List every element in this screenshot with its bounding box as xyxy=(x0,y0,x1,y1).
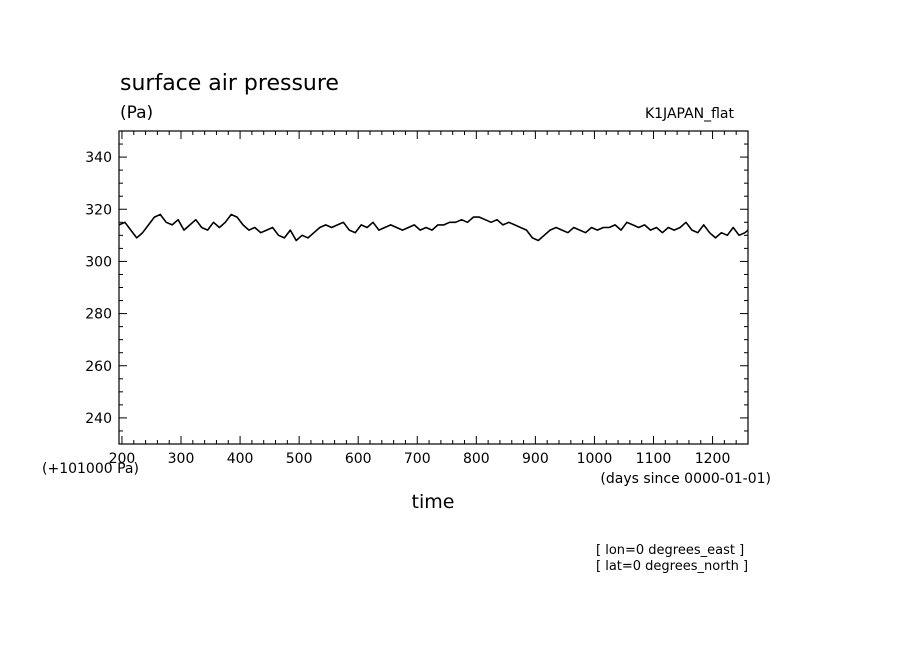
x-tick-label: 700 xyxy=(404,451,431,467)
x-tick-label: 400 xyxy=(227,451,254,467)
plot-frame xyxy=(118,130,749,445)
coordinate-note-lon: [ lon=0 degrees_east ] xyxy=(596,543,744,558)
x-tick-label: 200 xyxy=(109,451,136,467)
series-line xyxy=(118,213,749,242)
y-tick-label: 340 xyxy=(85,150,112,166)
axis-ticks: 200 300 400 500 600 700 800 900 1000 1100 1200 240 2… xyxy=(85,130,749,467)
x-tick-label: 1200 xyxy=(695,451,731,467)
x-tick-label: 900 xyxy=(522,451,549,467)
x-tick-label: 300 xyxy=(168,451,195,467)
x-tick-label: 600 xyxy=(345,451,372,467)
y-offset-label: (+101000 Pa) xyxy=(42,461,139,477)
x-tick-label: 1100 xyxy=(636,451,672,467)
x-tick-label: 800 xyxy=(463,451,490,467)
x-units-label: (days since 0000-01-01) xyxy=(600,471,771,487)
x-axis-title: time xyxy=(412,491,455,513)
coordinate-note-lat: [ lat=0 degrees_north ] xyxy=(596,559,748,574)
chart-title: surface air pressure xyxy=(120,71,339,96)
y-tick-label: 240 xyxy=(85,411,112,427)
units-label: (Pa) xyxy=(120,103,153,123)
dataset-label: K1JAPAN_flat xyxy=(645,106,735,122)
x-tick-label: 500 xyxy=(286,451,313,467)
x-tick-label: 1000 xyxy=(577,451,613,467)
series-layer xyxy=(118,213,749,242)
y-tick-label: 320 xyxy=(85,202,112,218)
y-tick-label: 300 xyxy=(85,254,112,270)
y-tick-label: 280 xyxy=(85,307,112,323)
y-tick-label: 260 xyxy=(85,359,112,375)
